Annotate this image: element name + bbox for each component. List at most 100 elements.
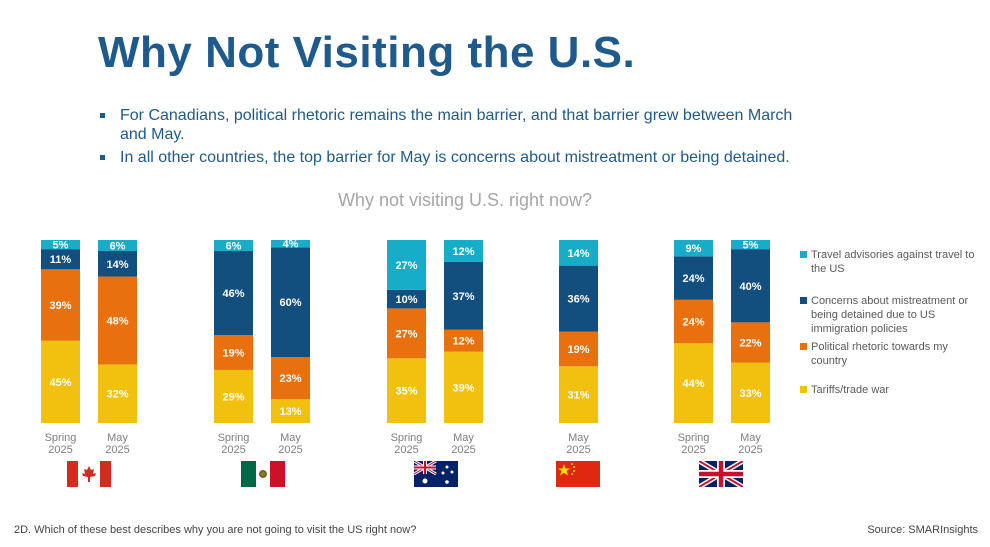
bar-segment-political-rhetoric xyxy=(559,331,598,367)
bullet-item: For Canadians, political rhetoric remain… xyxy=(100,106,820,144)
mexico-flag-icon xyxy=(241,461,285,487)
data-label: 24% xyxy=(682,273,704,285)
data-label: 19% xyxy=(567,344,589,356)
bar-segment-mistreatment-concerns xyxy=(731,249,770,323)
data-label: 37% xyxy=(452,291,474,303)
bar-segment-travel-advisories xyxy=(271,240,310,248)
bar-segment-travel-advisories xyxy=(444,240,483,262)
x-tick-label: Spring xyxy=(391,432,423,444)
bar-segment-tariffs xyxy=(559,366,598,423)
data-label: 46% xyxy=(222,288,244,300)
bar-segment-mistreatment-concerns xyxy=(214,250,253,336)
bar-segment-political-rhetoric xyxy=(214,335,253,370)
x-tick-label: May xyxy=(453,432,474,444)
legend-label: Political rhetoric towards my country xyxy=(811,341,948,367)
bar-segment-political-rhetoric xyxy=(41,269,80,341)
bar-segment-political-rhetoric xyxy=(271,357,310,400)
data-label: 14% xyxy=(567,248,589,260)
page-title: Why Not Visiting the U.S. xyxy=(98,28,636,77)
data-label: 10% xyxy=(395,294,417,306)
x-tick-label: May xyxy=(280,432,301,444)
data-label: 45% xyxy=(49,377,71,389)
uk-flag-icon xyxy=(699,461,743,487)
canada-flag-icon xyxy=(67,461,111,487)
legend-swatch xyxy=(800,343,807,350)
data-label: 6% xyxy=(226,240,242,252)
bar-segment-tariffs xyxy=(387,358,426,423)
x-tick-label: Spring xyxy=(45,432,77,444)
data-label: 14% xyxy=(106,259,128,271)
data-label: 24% xyxy=(682,317,704,329)
bar-segment-travel-advisories xyxy=(98,240,137,251)
bar-segment-travel-advisories xyxy=(387,240,426,290)
x-tick-label: Spring xyxy=(218,432,250,444)
bar-segment-mistreatment-concerns xyxy=(387,289,426,309)
x-tick-label: Spring xyxy=(678,432,710,444)
bullet-item: In all other countries, the top barrier … xyxy=(100,148,820,167)
x-tick-label: May xyxy=(568,432,589,444)
data-label: 27% xyxy=(395,260,417,272)
chart-title: Why not visiting U.S. right now? xyxy=(337,190,593,210)
bullet-marker xyxy=(100,113,105,118)
x-tick-label: 2025 xyxy=(105,444,129,456)
x-tick-label: 2025 xyxy=(738,444,762,456)
x-tick-label: 2025 xyxy=(451,444,475,456)
bar-segment-tariffs xyxy=(214,369,253,423)
legend-item-political-rhetoric: Political rhetoric towards my country xyxy=(800,340,981,368)
bar-segment-political-rhetoric xyxy=(98,276,137,365)
bullet-marker xyxy=(100,155,105,160)
data-label: 31% xyxy=(567,390,589,402)
data-label: 29% xyxy=(222,391,244,403)
bar-segment-tariffs xyxy=(41,340,80,423)
data-label: 4% xyxy=(283,239,299,251)
bar-segment-mistreatment-concerns xyxy=(559,265,598,332)
bar-segment-mistreatment-concerns xyxy=(41,249,80,270)
bar-segment-tariffs xyxy=(731,362,770,423)
x-tick-label: May xyxy=(740,432,761,444)
data-label: 6% xyxy=(110,240,126,252)
bullet-list: For Canadians, political rhetoric remain… xyxy=(100,106,820,171)
bar-segment-political-rhetoric xyxy=(731,322,770,363)
data-label: 13% xyxy=(279,406,301,418)
bar-segment-political-rhetoric xyxy=(444,329,483,352)
x-tick-label: 2025 xyxy=(221,444,245,456)
x-tick-label: 2025 xyxy=(278,444,302,456)
data-label: 33% xyxy=(739,388,761,400)
legend-label: Travel advisories against travel to the … xyxy=(811,249,975,275)
bar-segment-tariffs xyxy=(444,351,483,423)
data-label: 9% xyxy=(686,243,702,255)
x-tick-label: 2025 xyxy=(394,444,418,456)
bar-segment-travel-advisories xyxy=(731,240,770,250)
legend-swatch xyxy=(800,297,807,304)
bar-segment-tariffs xyxy=(271,399,310,423)
bar-segment-mistreatment-concerns xyxy=(674,256,713,300)
bar-segment-political-rhetoric xyxy=(387,308,426,359)
data-label: 60% xyxy=(279,297,301,309)
data-label: 27% xyxy=(395,328,417,340)
data-label: 36% xyxy=(567,294,589,306)
bar-segment-travel-advisories xyxy=(214,240,253,251)
data-label: 22% xyxy=(739,337,761,349)
bar-segment-travel-advisories xyxy=(559,240,598,266)
legend-label: Tariffs/trade war xyxy=(811,384,890,396)
x-tick-label: 2025 xyxy=(48,444,72,456)
bar-segment-travel-advisories xyxy=(41,240,80,250)
bar-segment-tariffs xyxy=(674,343,713,423)
data-label: 12% xyxy=(452,246,474,258)
legend-item-travel-advisories: Travel advisories against travel to the … xyxy=(800,248,981,276)
legend-swatch xyxy=(800,386,807,393)
legend-swatch xyxy=(800,251,807,258)
bar-segment-mistreatment-concerns xyxy=(98,250,137,277)
bar-segment-mistreatment-concerns xyxy=(271,247,310,358)
legend-item-mistreatment-concerns: Concerns about mistreatment or being det… xyxy=(800,294,981,336)
survey-question-footnote: 2D. Which of these best describes why yo… xyxy=(14,524,417,536)
bar-segment-tariffs xyxy=(98,364,137,423)
data-label: 48% xyxy=(106,316,128,328)
data-label: 39% xyxy=(49,300,71,312)
data-label: 44% xyxy=(682,378,704,390)
australia-flag-icon xyxy=(414,461,458,487)
source-note: Source: SMARInsights xyxy=(867,524,978,536)
data-label: 32% xyxy=(106,389,128,401)
legend-item-tariffs: Tariffs/trade war xyxy=(800,383,981,397)
